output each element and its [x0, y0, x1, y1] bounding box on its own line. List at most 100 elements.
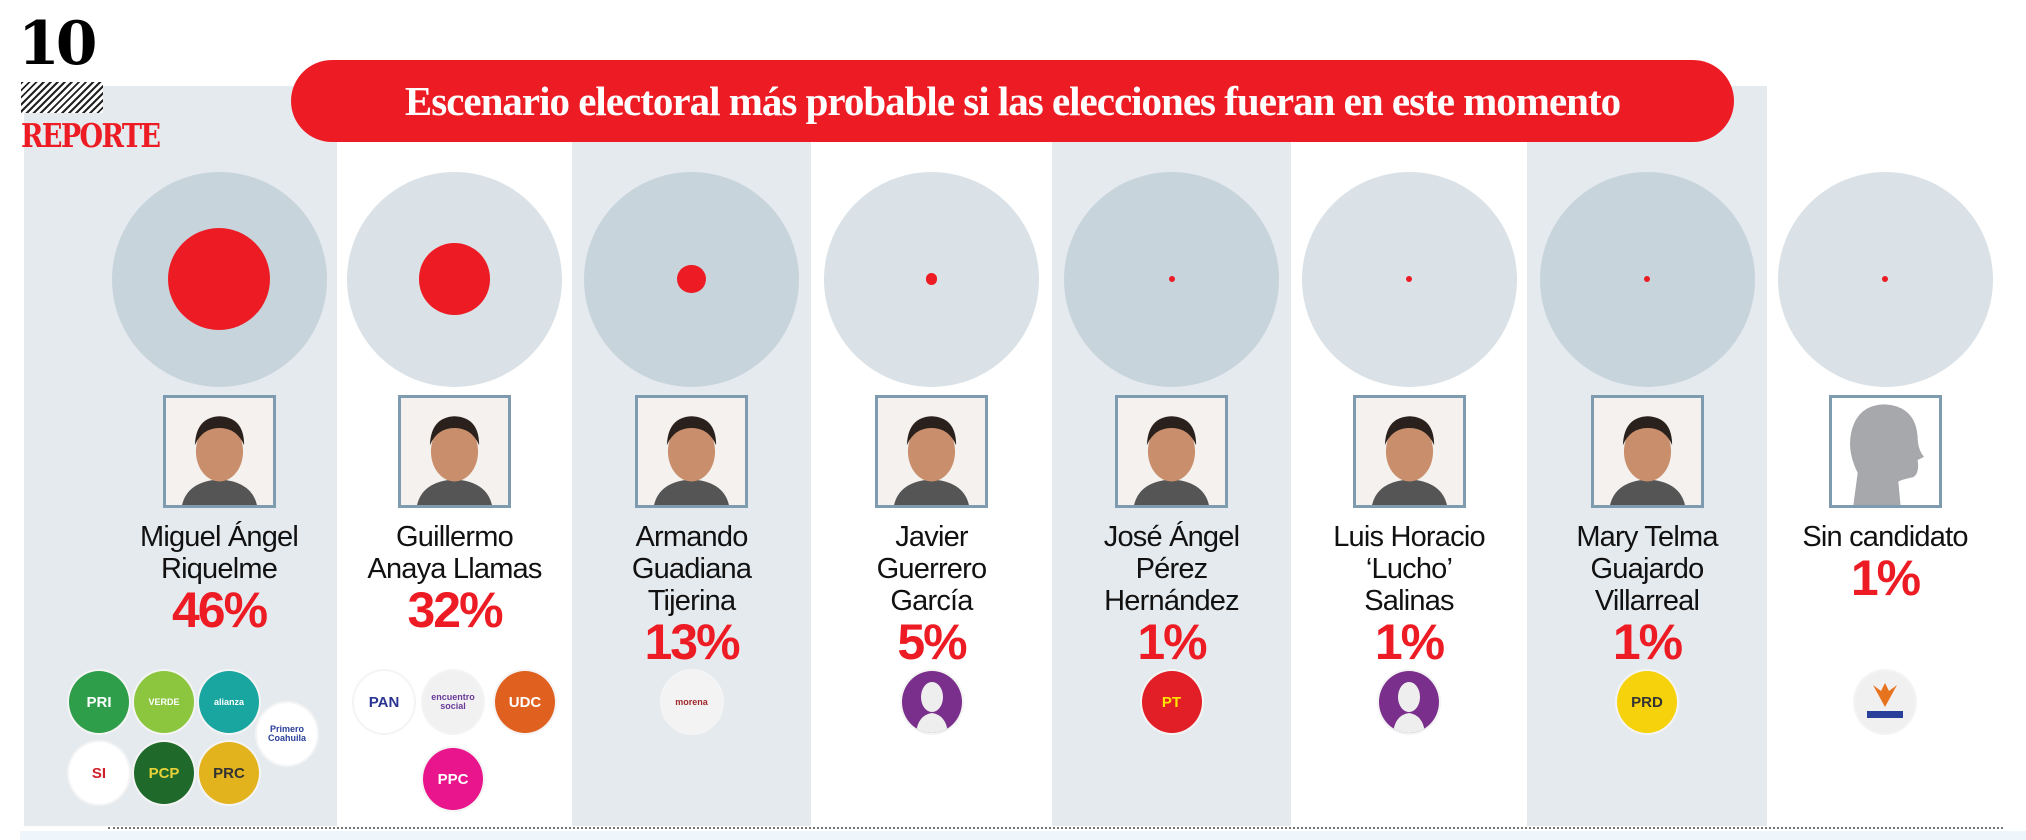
candidate-label: Miguel Ángel Riquelme 46%: [101, 521, 337, 635]
party-logo-text: PPC: [437, 770, 469, 788]
party-logo-text: PT: [1161, 693, 1182, 711]
party-logo: PRC: [199, 742, 259, 804]
candidate-label: Armando Guadiana Tijerina 13%: [574, 521, 810, 667]
candidate-name-line: Armando: [635, 521, 748, 553]
candidate-name-line: Pérez: [1135, 553, 1209, 585]
party-logo-text: alianza: [213, 696, 244, 707]
hatch-decoration: [21, 82, 103, 113]
chart-title: Escenario electoral más probable si las …: [404, 77, 1621, 124]
party-logo: morena: [661, 671, 722, 733]
party-logo: SI: [69, 742, 129, 804]
bubble-mark: [1882, 276, 1888, 282]
bubble-mark: [925, 273, 938, 285]
candidate-column: José Ángel Pérez Hernández 1% PT: [1052, 86, 1291, 826]
percentage-label: 1%: [1374, 614, 1445, 670]
party-logo: PRI: [69, 671, 129, 733]
candidate-photo: [162, 395, 276, 508]
silhouette-placeholder: [1828, 395, 1942, 508]
percentage-label: 13%: [644, 614, 740, 670]
party-logo-text: PCP: [148, 764, 180, 782]
bottom-strip: [20, 831, 2026, 840]
party-logo: PPC: [423, 748, 483, 810]
party-logo: [1855, 671, 1915, 733]
candidate-photo: [398, 395, 511, 508]
percentage-label: 5%: [897, 614, 967, 670]
candidate-name-line: Guadiana: [631, 553, 752, 585]
candidate-column: Mary Telma Guajardo Villarreal 1% PRD: [1527, 86, 1767, 826]
bubble-mark: [167, 227, 271, 331]
candidate-name-line: Riquelme: [160, 553, 278, 585]
bubble-mark: [418, 243, 490, 315]
percentage-label: 1%: [1850, 550, 1921, 606]
party-logo: PAN: [354, 671, 414, 733]
candidate-name-line: Miguel Ángel: [139, 521, 299, 553]
party-logo-text: PRD: [1631, 693, 1663, 711]
party-logo: PRD: [1617, 671, 1677, 733]
candidate-name-line: José Ángel: [1103, 521, 1240, 553]
bubble-mark: [1168, 276, 1175, 282]
party-logo: PCP: [134, 742, 194, 804]
party-logo-text: SI: [91, 764, 107, 782]
party-logo-text: Primero Coahuila: [267, 724, 306, 743]
candidate-name-line: Anaya Llamas: [367, 553, 542, 585]
candidate-photo: [1590, 395, 1704, 508]
page-number: 10: [18, 9, 97, 79]
chart-title-banner: Escenario electoral más probable si las …: [291, 60, 1734, 142]
candidate-name-line: Villarreal: [1594, 585, 1700, 617]
party-logo: Primero Coahuila: [257, 703, 317, 765]
candidate-photo: [1352, 395, 1466, 508]
party-logo: [901, 671, 962, 733]
party-logo: PT: [1141, 671, 1202, 733]
section-label: REPORTE: [21, 116, 161, 155]
candidate-column: Sin candidato 1%: [1767, 86, 2003, 826]
candidate-label: Sin candidato 1%: [1767, 521, 2003, 603]
party-logo: encuentro social: [423, 671, 483, 733]
candidate-column: Javier Guerrero García 5%: [811, 86, 1052, 826]
candidate-label: Luis Horacio ‘Lucho’ Salinas 1%: [1291, 521, 1527, 667]
bubble-mark: [1644, 276, 1650, 282]
candidate-photo: [875, 395, 988, 508]
candidate-column: Guillermo Anaya Llamas 32% PAN encuentro soc…: [337, 86, 572, 826]
candidate-name-line: Luis Horacio: [1333, 521, 1485, 553]
party-logo: [1379, 671, 1439, 733]
candidate-column: Luis Horacio ‘Lucho’ Salinas 1%: [1291, 86, 1527, 826]
candidate-photo: [635, 395, 748, 508]
candidate-column: Miguel Ángel Riquelme 46% PRI VERDE alianza Pr…: [24, 86, 337, 826]
bubble-mark: [677, 264, 706, 294]
candidate-name-line: Tijerina: [647, 585, 736, 617]
candidate-label: Mary Telma Guajardo Villarreal 1%: [1529, 521, 1765, 667]
party-logo-text: PAN: [368, 693, 400, 711]
candidate-name-line: García: [890, 585, 973, 617]
party-logo-text: PRC: [213, 764, 245, 782]
candidate-name-line: Javier: [895, 521, 968, 553]
candidate-name-line: Guajardo: [1590, 553, 1705, 585]
party-logo-text: VERDE: [148, 696, 180, 707]
party-logo-text: UDC: [508, 693, 542, 711]
percentage-label: 46%: [171, 582, 268, 638]
candidate-name-line: Sin candidato: [1802, 521, 1968, 553]
candidate-name-line: Guillermo: [396, 521, 514, 553]
candidate-name-line: Mary Telma: [1576, 521, 1718, 553]
candidate-photo: [1115, 395, 1228, 508]
candidate-name-line: Hernández: [1104, 585, 1239, 617]
party-logo-text: PRI: [86, 693, 112, 711]
candidate-label: Guillermo Anaya Llamas 32%: [337, 521, 573, 635]
percentage-label: 1%: [1612, 614, 1683, 670]
candidate-column: Armando Guadiana Tijerina 13% morena: [572, 86, 811, 826]
candidate-name-line: ‘Lucho’: [1365, 553, 1453, 585]
party-logo: VERDE: [134, 671, 194, 733]
candidate-name-line: Guerrero: [876, 553, 987, 585]
candidate-label: Javier Guerrero García 5%: [814, 521, 1050, 667]
party-logo: alianza: [199, 671, 259, 733]
party-logo: UDC: [495, 671, 555, 733]
candidate-name-line: Salinas: [1364, 585, 1454, 617]
candidate-label: José Ángel Pérez Hernández 1%: [1054, 521, 1290, 667]
bottom-dotted-rule: [108, 827, 2003, 829]
percentage-label: 32%: [407, 582, 503, 638]
percentage-label: 1%: [1137, 614, 1207, 670]
party-logo-text: encuentro social: [431, 692, 475, 711]
bubble-mark: [1406, 276, 1412, 282]
party-logo-text: morena: [675, 696, 708, 707]
